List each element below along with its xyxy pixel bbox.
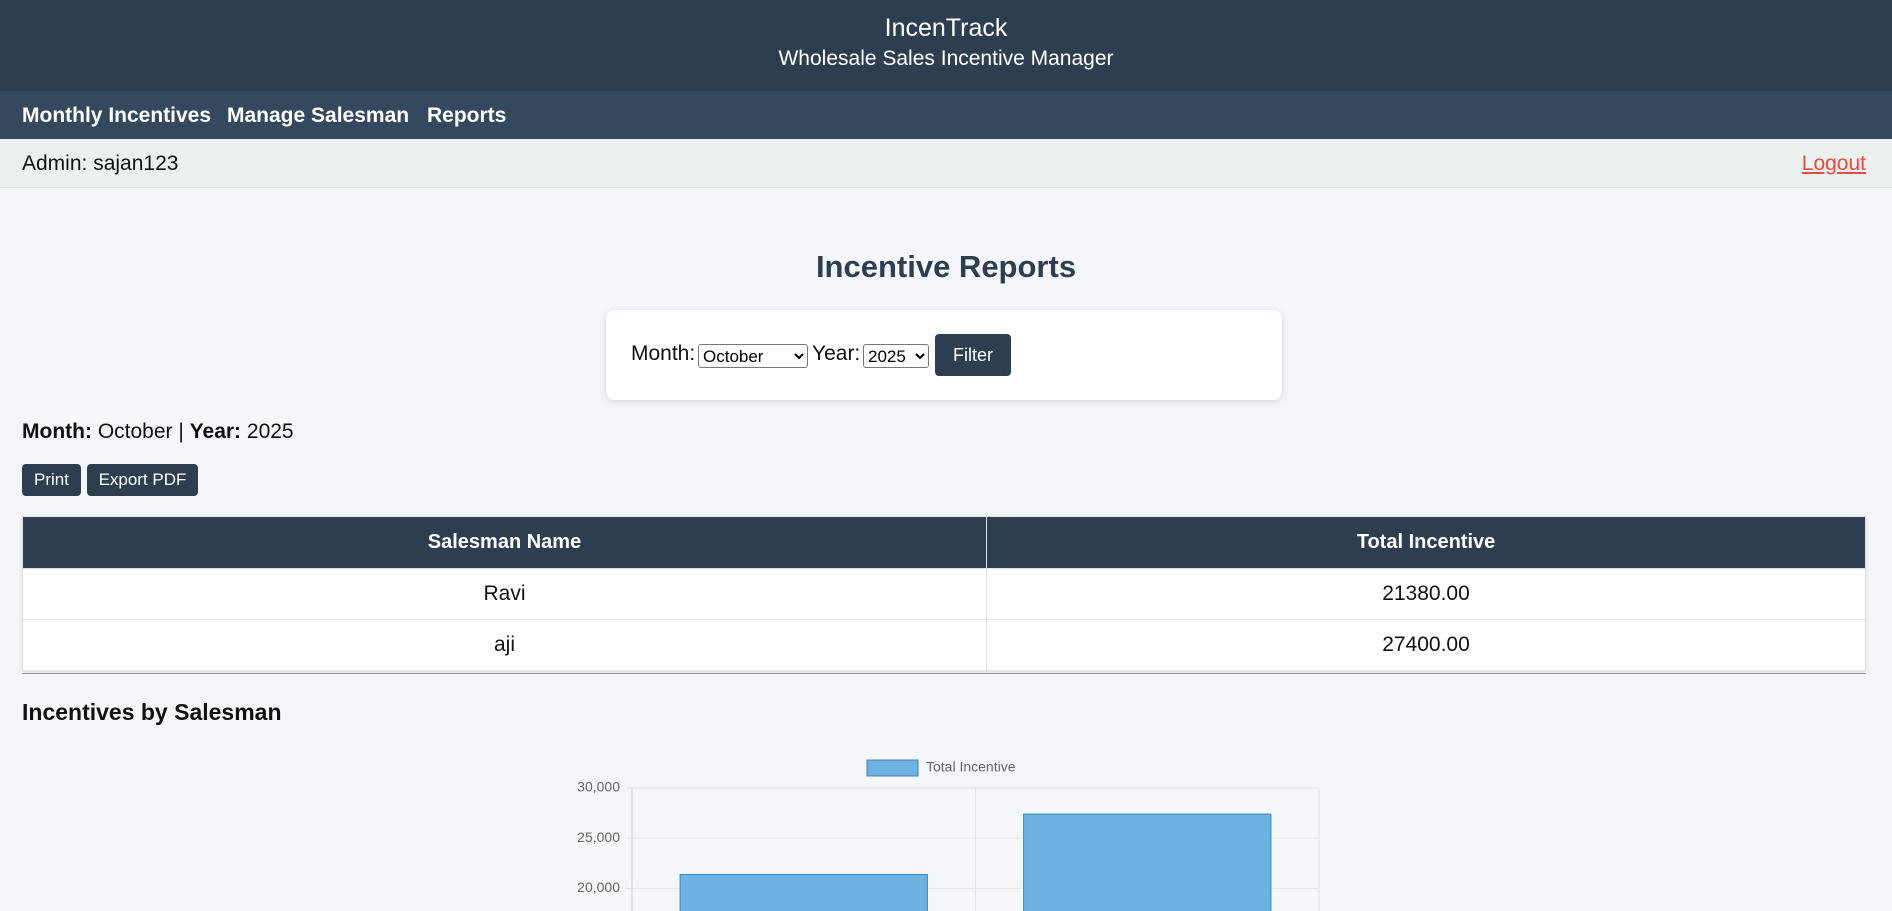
- summary-year: 2025: [246, 420, 294, 443]
- summary-month: October: [97, 420, 173, 443]
- nav-bar: Monthly Incentives Manage Salesman Repor…: [0, 91, 1892, 139]
- summary-month-label: Month:: [22, 420, 92, 443]
- app-title: IncenTrack: [884, 14, 1008, 42]
- year-label: Year:: [812, 342, 861, 365]
- bar: [679, 873, 928, 911]
- table-row: Ravi 21380.00: [22, 568, 1866, 620]
- month-select[interactable]: October: [698, 344, 808, 368]
- salesman-name: Ravi: [22, 568, 987, 620]
- summary-year-label: Year:: [189, 420, 242, 443]
- print-button[interactable]: Print: [22, 464, 81, 496]
- year-select[interactable]: 2025: [863, 344, 929, 368]
- page-title: Incentive Reports: [815, 249, 1077, 284]
- admin-label: Admin: sajan123: [22, 152, 179, 175]
- legend-swatch: [866, 759, 919, 777]
- table-row: aji 27400.00: [22, 619, 1866, 671]
- report-table: Salesman Name Total Incentive Ravi 21380…: [22, 516, 1866, 671]
- bar: [1023, 813, 1272, 911]
- nav-link[interactable]: Reports: [427, 104, 507, 127]
- summary: Month: October | Year: 2025: [22, 420, 294, 444]
- export-button[interactable]: Export PDF: [87, 464, 198, 496]
- logout-link[interactable]: Logout: [1801, 152, 1866, 175]
- column-header: Salesman Name: [22, 516, 987, 569]
- total-incentive: 21380.00: [986, 568, 1866, 620]
- section-title: Incentives by Salesman: [22, 699, 282, 725]
- column-header: Total Incentive: [986, 516, 1866, 569]
- filter-button[interactable]: Filter: [935, 334, 1011, 376]
- header: IncenTrack Wholesale Sales Incentive Man…: [0, 0, 1892, 91]
- filter-panel: Month: October Year: 2025 Filter: [606, 310, 1282, 400]
- salesman-name: aji: [22, 619, 987, 671]
- legend-label: Total Incentive: [926, 759, 1016, 775]
- month-label: Month:: [631, 342, 696, 365]
- nav-link[interactable]: Manage Salesman: [227, 104, 410, 127]
- nav-link[interactable]: Monthly Incentives: [22, 104, 212, 127]
- y-tick-label: 20,000: [577, 879, 620, 895]
- total-incentive: 27400.00: [986, 619, 1866, 671]
- y-tick-label: 25,000: [577, 829, 620, 845]
- summary-separator: |: [178, 420, 184, 443]
- admin-bar: Admin: sajan123 Logout: [0, 139, 1892, 188]
- app-subtitle: Wholesale Sales Incentive Manager: [778, 47, 1114, 70]
- y-tick-label: 30,000: [577, 779, 620, 795]
- divider: [22, 673, 1866, 674]
- table-header-row: Salesman Name Total Incentive: [22, 516, 1866, 569]
